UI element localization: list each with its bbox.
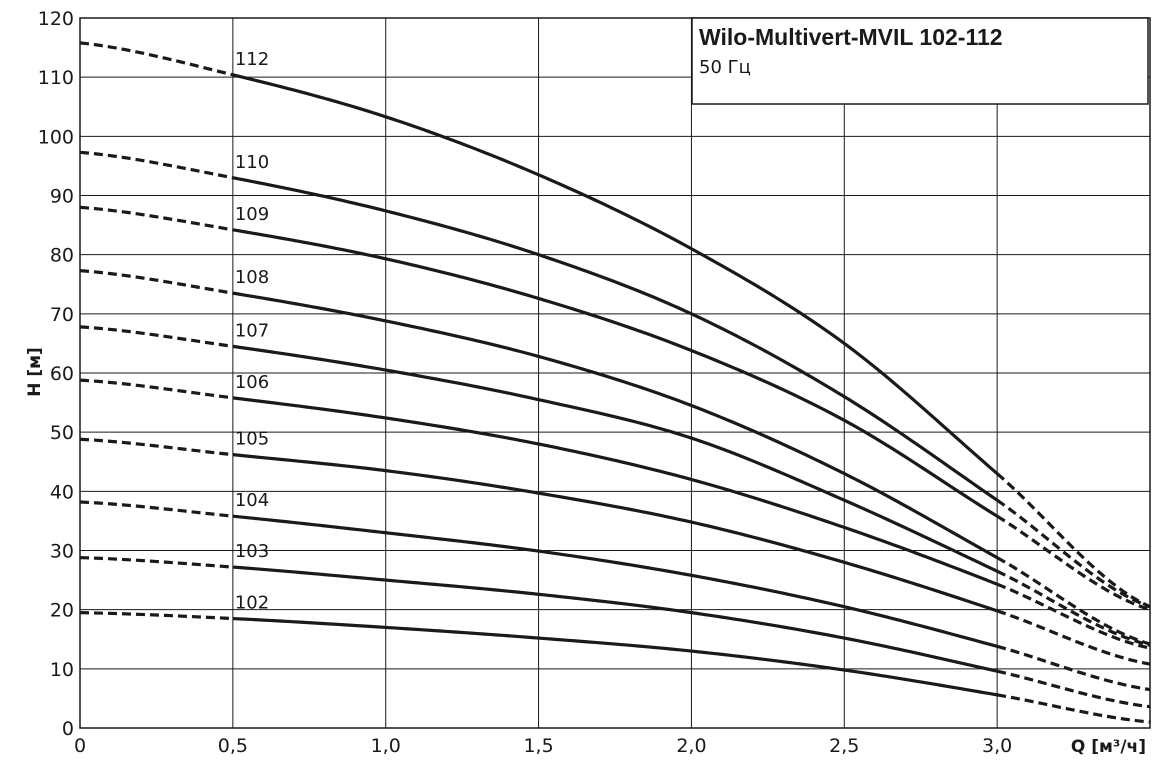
y-tick-label: 10 — [50, 659, 74, 681]
y-tick-label: 60 — [50, 363, 74, 385]
curves — [79, 41, 1151, 724]
series-104 — [79, 500, 1151, 692]
y-axis-title: H [м] — [25, 347, 45, 397]
series-109 — [79, 205, 1151, 612]
curve-dashed-right — [996, 569, 1151, 647]
y-tick-label: 120 — [38, 8, 74, 30]
x-tick-label: 2,0 — [676, 735, 706, 757]
x-tick-label: 0 — [74, 735, 86, 757]
x-tick-label: 0,5 — [218, 735, 248, 757]
y-tick-label: 50 — [50, 422, 74, 444]
curve-label-109: 109 — [235, 204, 269, 225]
x-tick-label: 1,5 — [523, 735, 553, 757]
curve-dashed-left — [79, 325, 234, 348]
y-tick-label: 0 — [62, 718, 74, 740]
series-102 — [79, 611, 1151, 724]
title-box-frame — [691, 17, 1149, 105]
curve-solid — [232, 73, 999, 475]
curve-solid — [232, 228, 998, 518]
curve-dashed-left — [79, 437, 234, 457]
curve-solid — [232, 176, 999, 502]
chart-subtitle: 50 Гц — [699, 57, 751, 78]
curve-solid — [232, 344, 998, 573]
y-tick-label: 70 — [50, 304, 74, 326]
curve-dashed-right — [996, 582, 1151, 650]
curve-label-107: 107 — [235, 320, 269, 341]
curve-dashed-right — [996, 556, 1151, 646]
y-tick-label: 90 — [50, 186, 74, 208]
y-tick-label: 20 — [50, 600, 74, 622]
grid — [80, 18, 1150, 728]
curve-dashed-right — [996, 669, 1151, 709]
curve-dashed-right — [996, 644, 1151, 692]
curve-solid — [232, 396, 998, 586]
curve-solid — [232, 565, 998, 673]
curve-dashed-left — [79, 269, 234, 295]
curve-dashed-left — [79, 205, 234, 232]
axes: 0 0,5 1,0 1,5 2,0 2,5 3,0 0 10 20 30 40 50 60 70 80 90 10… — [38, 8, 1151, 757]
title-box: Wilo-Multivert-MVIL 102-112 50 Гц — [691, 17, 1149, 105]
series-108 — [79, 269, 1151, 646]
chart-title: Wilo-Multivert-MVIL 102-112 — [699, 24, 1003, 50]
curve-label-106: 106 — [235, 372, 269, 393]
x-tick-label: 3,0 — [982, 735, 1012, 757]
x-tick-label: 1,0 — [371, 735, 401, 757]
curve-label-104: 104 — [235, 490, 269, 511]
curve-solid — [232, 616, 998, 697]
curve-dashed-left — [79, 41, 234, 77]
curve-dashed-left — [79, 556, 233, 569]
series-106 — [79, 378, 1151, 650]
series-107 — [79, 325, 1151, 647]
y-tick-label: 40 — [50, 481, 74, 503]
curve-label-108: 108 — [235, 267, 269, 288]
curve-dashed-left — [79, 378, 234, 400]
x-tick-label: 2,5 — [829, 735, 859, 757]
curve-dashed-right — [996, 472, 1151, 609]
series-110 — [79, 150, 1151, 609]
y-tick-label: 110 — [38, 67, 74, 89]
y-tick-label: 30 — [50, 541, 74, 563]
curve-solid — [232, 291, 998, 559]
series-112 — [79, 41, 1151, 609]
curve-dashed-left — [79, 500, 234, 518]
curve-dashed-left — [79, 150, 234, 180]
curve-dashed-right — [996, 514, 1151, 612]
x-axis-title: Q [м³/ч] — [1071, 737, 1146, 757]
curve-solid — [232, 514, 998, 648]
curve-solid — [232, 453, 998, 613]
curve-dashed-left — [79, 611, 233, 621]
curve-dashed-right — [996, 693, 1151, 724]
y-tick-label: 80 — [50, 245, 74, 267]
curve-label-112: 112 — [235, 49, 269, 70]
curve-label-103: 103 — [235, 541, 269, 562]
series-105 — [79, 437, 1151, 666]
curve-label-105: 105 — [235, 429, 269, 450]
y-tick-label: 100 — [38, 126, 74, 148]
curve-labels: 102 103 104 105 106 107 108 109 110 112 — [235, 49, 269, 614]
curve-label-110: 110 — [235, 152, 269, 173]
curve-label-102: 102 — [235, 593, 269, 614]
curve-dashed-right — [996, 498, 1151, 609]
series-103 — [79, 556, 1151, 709]
plot-frame — [79, 17, 1151, 729]
